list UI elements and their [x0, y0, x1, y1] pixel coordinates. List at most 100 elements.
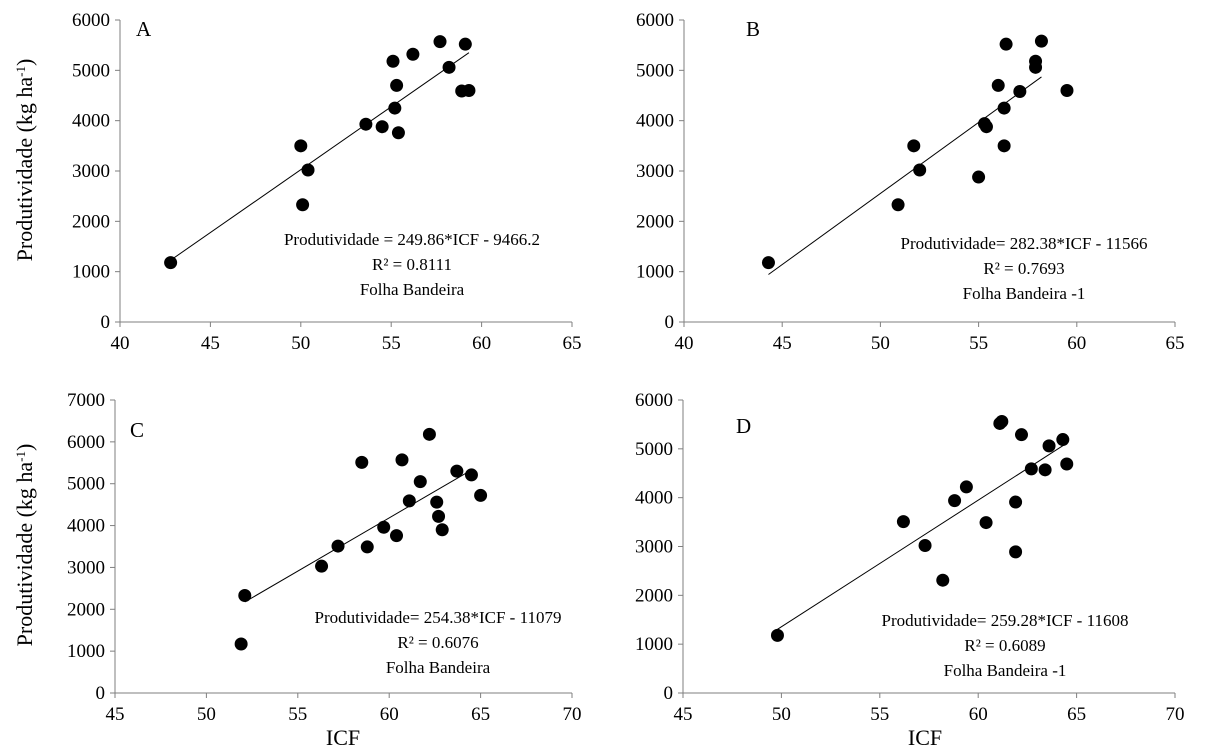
y-tick-label: 4000	[635, 488, 673, 509]
data-point	[1009, 495, 1023, 509]
data-point	[360, 540, 374, 554]
data-point	[433, 35, 447, 49]
trend-line	[170, 52, 470, 261]
data-point	[474, 488, 488, 502]
data-point	[294, 139, 308, 153]
x-axis-label-right: ICF	[908, 725, 942, 750]
data-point	[355, 455, 369, 469]
y-tick-label: 0	[665, 312, 675, 333]
trend-line	[768, 76, 1042, 275]
data-point	[390, 529, 404, 543]
data-point	[234, 637, 248, 651]
data-point	[464, 468, 478, 482]
y-tick-label: 3000	[636, 161, 674, 182]
data-point	[432, 509, 446, 523]
x-tick-label: 60	[1067, 333, 1086, 354]
data-point	[896, 515, 910, 529]
y-tick-label: 6000	[636, 10, 674, 31]
leaf-label: Folha Bandeira	[360, 280, 465, 299]
data-point	[1042, 439, 1056, 453]
y-tick-label: 4000	[67, 516, 105, 537]
data-point	[375, 120, 389, 134]
x-tick-label: 55	[288, 704, 307, 725]
trend-line	[777, 444, 1066, 630]
r-squared-label: R² = 0.7693	[983, 259, 1064, 278]
data-point	[979, 120, 993, 134]
panel-b: 0 1000 2000 3000 4000 5000 6000 40 45 50 55 60 65 B Pr…	[636, 10, 1185, 354]
y-tick-label: 7000	[67, 390, 105, 411]
regression-equation: Produtividade= 254.38*ICF - 11079	[315, 608, 562, 627]
x-tick-label: 50	[291, 333, 310, 354]
r-squared-label: R² = 0.8111	[372, 255, 452, 274]
data-point	[991, 78, 1005, 92]
y-tick-label: 5000	[635, 439, 673, 460]
leaf-label: Folha Bandeira -1	[944, 661, 1067, 680]
data-point	[458, 37, 472, 51]
y-tick-label: 5000	[72, 60, 110, 81]
x-tick-label: 60	[969, 704, 988, 725]
y-axis-label-bottom: Produtividade (kg ha-1)	[12, 444, 37, 647]
x-tick-label: 50	[772, 704, 791, 725]
y-tick-label: 4000	[72, 111, 110, 132]
x-tick-label: 45	[674, 704, 693, 725]
data-point	[391, 126, 405, 140]
data-point	[959, 480, 973, 494]
data-point	[1009, 545, 1023, 559]
data-point	[430, 495, 444, 509]
y-tick-label: 3000	[67, 557, 105, 578]
data-point	[442, 60, 456, 74]
data-point	[907, 139, 921, 153]
data-point	[1060, 457, 1074, 471]
data-point	[972, 170, 986, 184]
data-point	[913, 163, 927, 177]
x-tick-label: 50	[871, 333, 890, 354]
r-squared-label: R² = 0.6089	[964, 636, 1045, 655]
data-point	[377, 520, 391, 534]
panel-letter: A	[136, 17, 152, 41]
data-point	[997, 101, 1011, 115]
x-tick-label: 65	[471, 704, 490, 725]
y-tick-label: 2000	[636, 211, 674, 232]
data-point	[770, 628, 784, 642]
data-point	[386, 54, 400, 68]
x-tick-label: 60	[472, 333, 491, 354]
x-tick-label: 45	[106, 704, 125, 725]
y-tick-label: 5000	[67, 474, 105, 495]
data-point	[406, 47, 420, 61]
leaf-label: Folha Bandeira -1	[963, 284, 1086, 303]
data-point	[995, 414, 1009, 428]
y-tick-label: 0	[96, 683, 106, 704]
data-point	[997, 139, 1011, 153]
data-point	[1038, 463, 1052, 477]
leaf-label: Folha Bandeira	[386, 658, 491, 677]
regression-equation: Produtividade= 259.28*ICF - 11608	[882, 611, 1129, 630]
x-tick-label: 65	[1067, 704, 1086, 725]
y-tick-label: 6000	[67, 432, 105, 453]
y-tick-label: 0	[101, 312, 111, 333]
panel-d: 0 1000 2000 3000 4000 5000 6000 45 50 55 60 65 70 D Pr…	[635, 390, 1185, 725]
data-point	[891, 198, 905, 212]
y-axis-label-top: Produtividade (kg ha-1)	[12, 59, 37, 262]
data-point	[979, 516, 993, 530]
data-point	[238, 588, 252, 602]
panel-letter: D	[736, 414, 751, 438]
y-tick-label: 1000	[72, 262, 110, 283]
regression-equation: Produtividade= 282.38*ICF - 11566	[901, 234, 1148, 253]
data-point	[390, 78, 404, 92]
data-point	[462, 83, 476, 97]
x-tick-label: 60	[380, 704, 399, 725]
data-point	[413, 475, 427, 489]
data-point	[1014, 428, 1028, 442]
x-tick-label: 40	[675, 333, 694, 354]
panel-letter: B	[746, 17, 760, 41]
x-tick-label: 55	[870, 704, 889, 725]
data-point	[395, 453, 409, 467]
x-tick-label: 65	[563, 333, 582, 354]
data-point	[301, 163, 315, 177]
panel-a: 0 1000 2000 3000 4000 5000 6000 40 45 50 55 60 65 A Pr…	[72, 10, 582, 354]
data-point	[450, 464, 464, 478]
y-tick-label: 0	[664, 683, 674, 704]
data-point	[422, 427, 436, 441]
x-tick-label: 45	[201, 333, 220, 354]
y-tick-label: 3000	[72, 161, 110, 182]
